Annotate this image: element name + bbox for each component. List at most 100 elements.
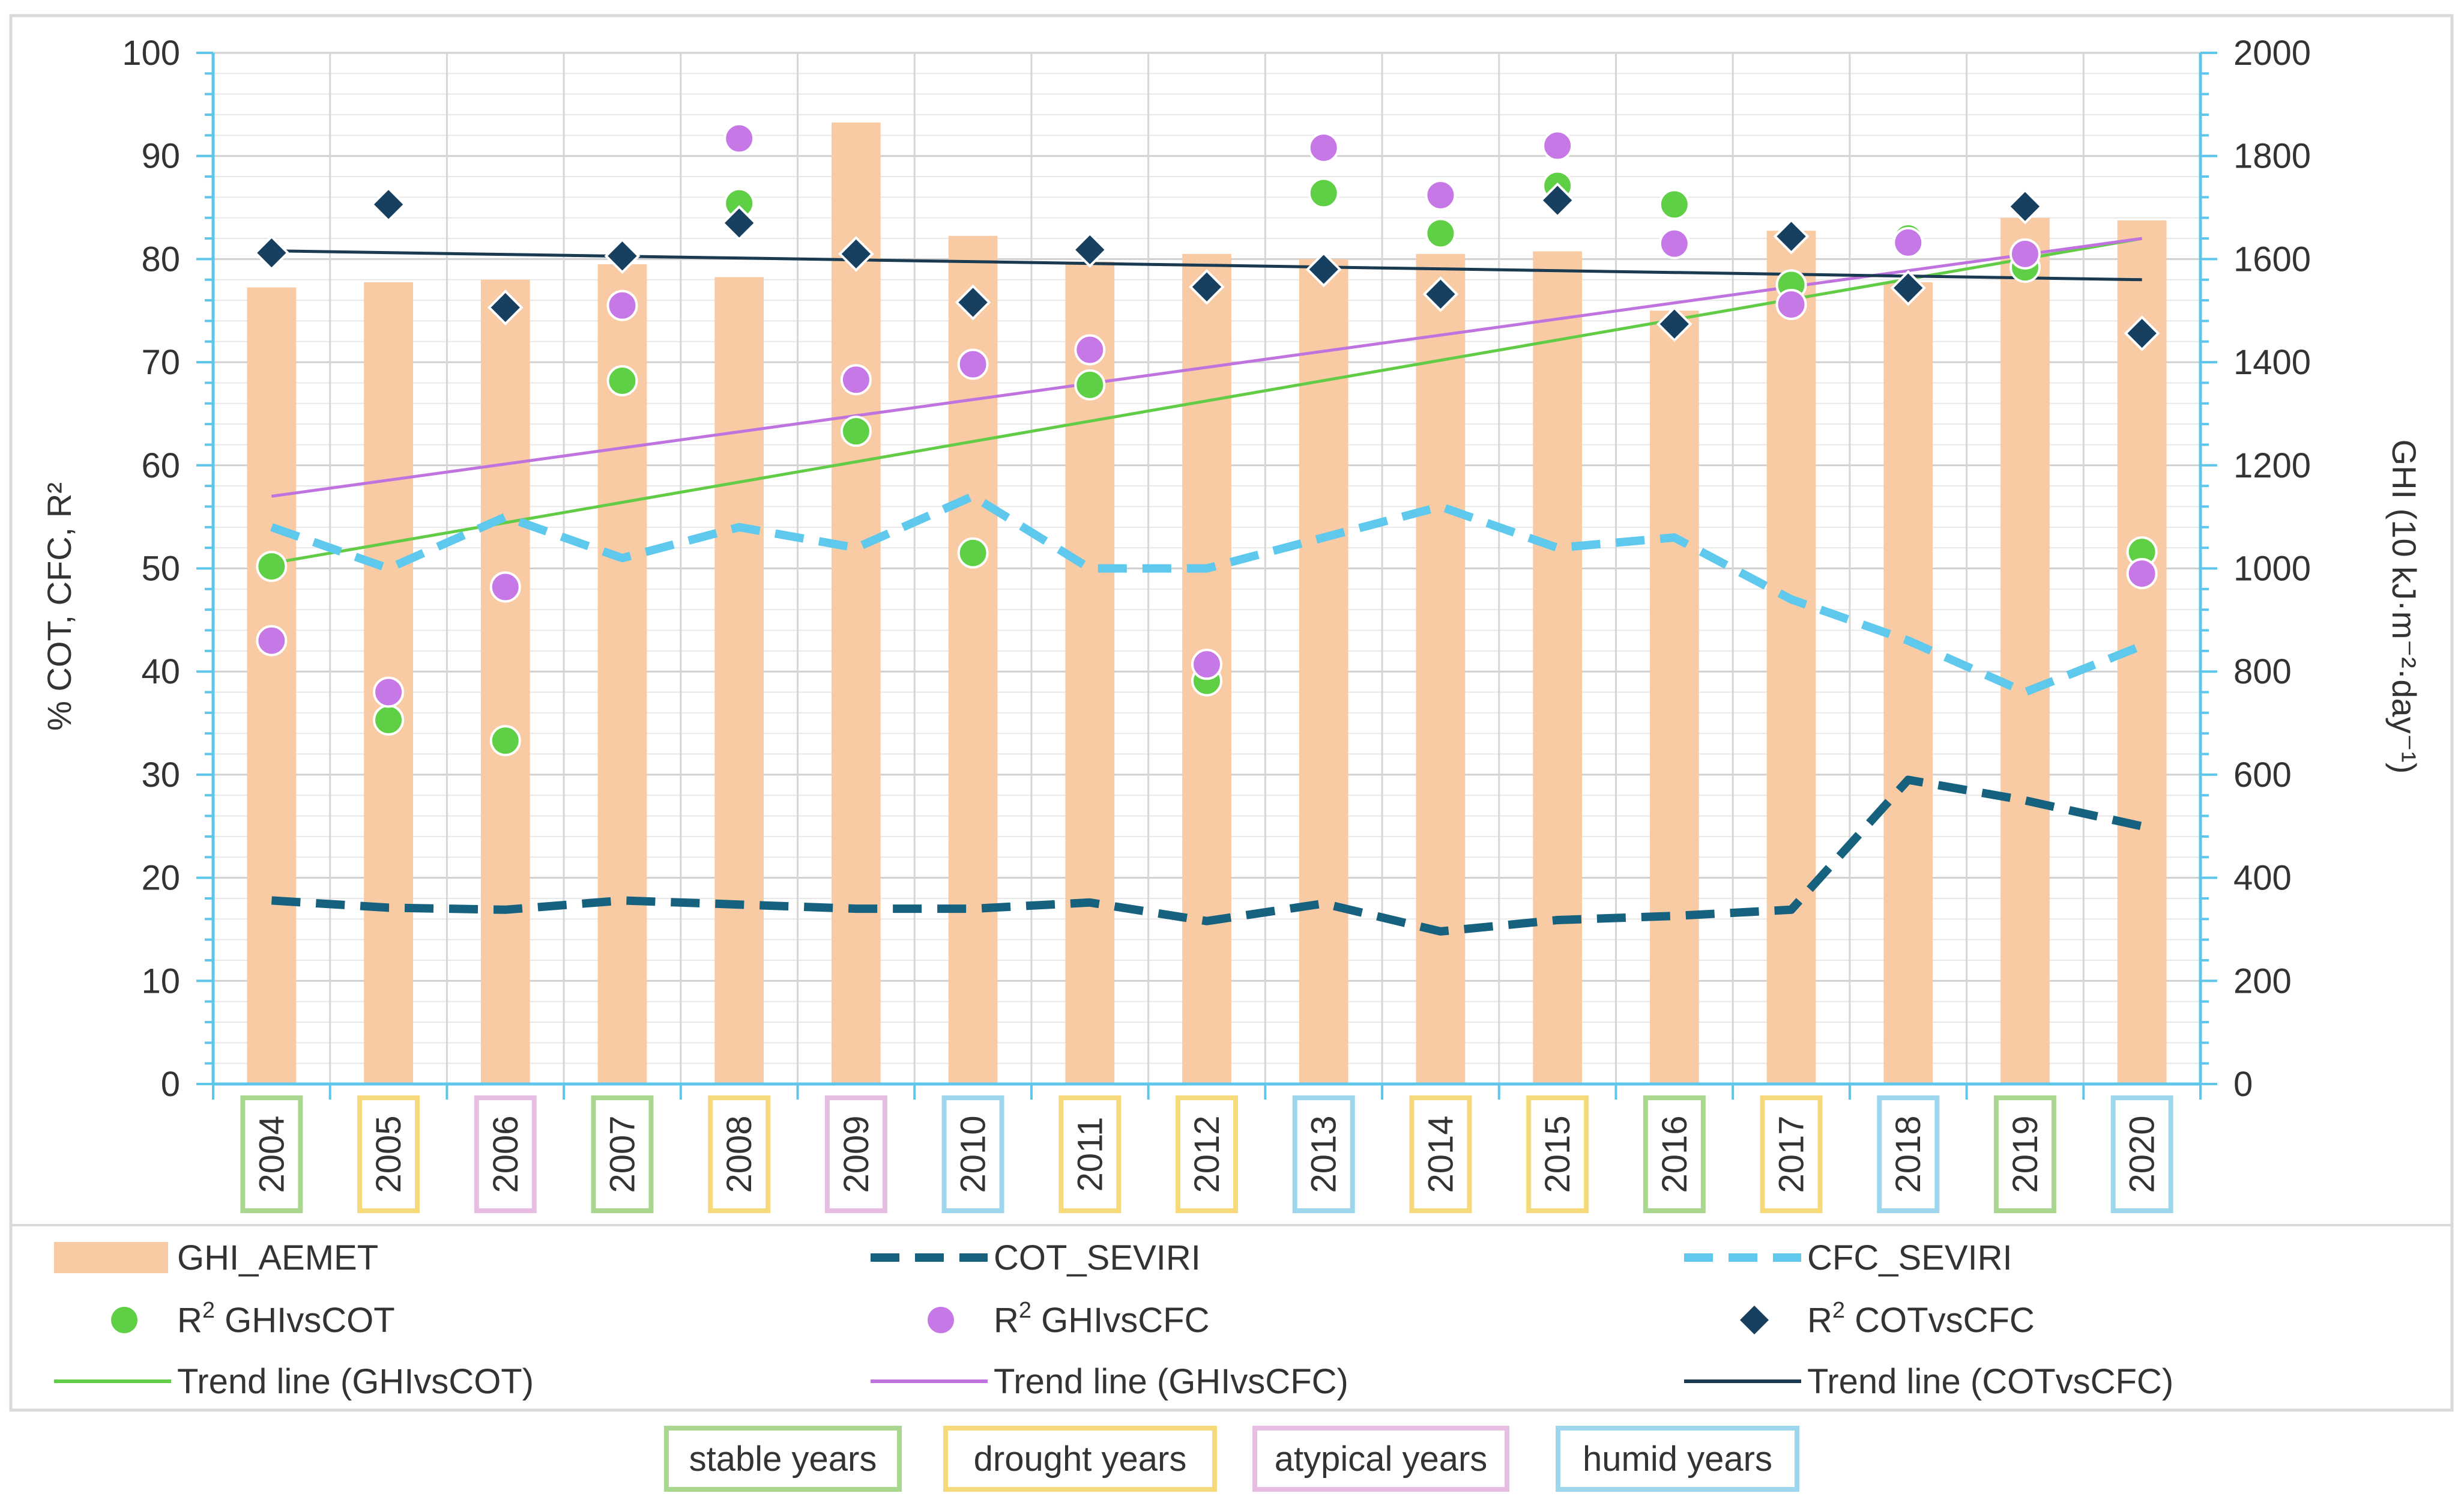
y-left-tick-label: 100 xyxy=(122,34,180,73)
year-label-2004: 2004 xyxy=(252,1115,291,1193)
year-label-2018: 2018 xyxy=(1889,1115,1928,1193)
year-label-2017: 2017 xyxy=(1772,1115,1811,1193)
group-box-stable xyxy=(664,1426,902,1492)
year-frame-2014 xyxy=(1409,1095,1472,1213)
year-frame-2012 xyxy=(1176,1095,1238,1213)
axes xyxy=(196,52,2217,1100)
marker-r2-ghivscfc-2013 xyxy=(1308,132,1339,163)
y-left-tick-label: 30 xyxy=(141,756,180,795)
y-right-tick-label: 600 xyxy=(2233,756,2292,795)
marker-r2-ghivscfc-2016 xyxy=(1658,228,1690,259)
marker-r2-ghivscfc-2012 xyxy=(1191,649,1222,680)
marker-r2-ghivscfc-2015 xyxy=(1542,130,1574,162)
legend-label-cot_seviri: COT_SEVIRI xyxy=(994,1238,1201,1277)
y-right-tick-label: 2000 xyxy=(2233,34,2311,73)
year-label-2013: 2013 xyxy=(1305,1115,1344,1193)
marker-r2-cotvscfc-2006 xyxy=(487,289,524,326)
year-label-2014: 2014 xyxy=(1421,1115,1460,1193)
group-label-atypical: atypical years xyxy=(1275,1440,1488,1479)
marker-r2-ghivscot-2005 xyxy=(373,704,405,736)
year-label-2006: 2006 xyxy=(486,1115,525,1193)
year-frame-2015 xyxy=(1526,1095,1589,1213)
marker-r2-cotvscfc-2010 xyxy=(955,284,991,321)
y-left-tick-label: 10 xyxy=(141,961,180,1001)
y-left-tick-label: 80 xyxy=(141,240,180,279)
y-left-tick-label: 20 xyxy=(141,859,180,898)
year-frame-2010 xyxy=(941,1095,1004,1213)
marker-r2-ghivscot-2011 xyxy=(1074,369,1106,401)
trend-line-ghivscfc xyxy=(271,237,2142,498)
bar-ghi-aemet-2019 xyxy=(2000,217,2050,1085)
legend-label-trend_ghivscot: Trend line (GHIvsCOT) xyxy=(177,1362,534,1401)
year-group-legend: stable years drought years atypical years h… xyxy=(664,1426,1799,1492)
year-frame-2011 xyxy=(1058,1095,1122,1213)
year-frame-2007 xyxy=(591,1095,654,1213)
y-left-axis-label: % COT, CFC, R² xyxy=(40,482,78,731)
legend: GHI_AEMET COT_SEVIRI CFC_SEVIRI R2 GHIvsCOT… xyxy=(12,1224,2451,1401)
marker-r2-ghivscot-2004 xyxy=(256,551,288,583)
y-right-axis-label: GHI (10 kJ·m⁻²·day⁻¹) xyxy=(2385,440,2423,774)
cfc-seviri-line xyxy=(270,492,2144,697)
marker-r2-cotvscfc-2020 xyxy=(2124,315,2160,351)
marker-r2-ghivscot-2007 xyxy=(606,365,638,397)
marker-r2-ghivscfc-2004 xyxy=(256,625,288,656)
year-frame-2008 xyxy=(708,1095,771,1213)
marker-r2-ghivscfc-2017 xyxy=(1775,288,1807,320)
marker-r2-cotvscfc-2019 xyxy=(2007,189,2043,225)
bar-ghi-aemet-2018 xyxy=(1883,282,1933,1085)
marker-r2-ghivscot-2006 xyxy=(489,725,521,757)
year-label-2010: 2010 xyxy=(954,1115,993,1193)
year-frame-2004 xyxy=(240,1095,303,1213)
marker-r2-cotvscfc-2015 xyxy=(1539,182,1575,219)
legend-swatch-r2_ghivscot xyxy=(111,1307,137,1333)
legend-label-r2_cotvscfc: R2 COTvsCFC xyxy=(1807,1298,2035,1340)
year-frame-2013 xyxy=(1292,1095,1355,1213)
y-right-tick-label: 200 xyxy=(2233,961,2292,1001)
legend-label-r2_ghivscot: R2 GHIvsCOT xyxy=(177,1298,395,1340)
y-right-tick-label: 400 xyxy=(2233,859,2292,898)
year-frame-2018 xyxy=(1877,1095,1940,1213)
y-right-tick-label: 1200 xyxy=(2233,446,2311,485)
marker-r2-ghivscfc-2019 xyxy=(2009,238,2041,270)
ghi-bars xyxy=(247,122,2167,1085)
year-label-2011: 2011 xyxy=(1070,1117,1110,1192)
y-left-tick-label: 60 xyxy=(141,446,180,485)
y-left-tick-label: 40 xyxy=(141,652,180,691)
y-left-tick-label: 50 xyxy=(141,550,180,589)
year-frame-2017 xyxy=(1760,1095,1823,1213)
marker-r2-ghivscfc-2011 xyxy=(1074,334,1106,366)
year-label-2016: 2016 xyxy=(1655,1115,1694,1193)
marker-r2-cotvscfc-2016 xyxy=(1656,306,1692,342)
marker-r2-ghivscfc-2018 xyxy=(1892,226,1924,258)
bar-ghi-aemet-2006 xyxy=(480,279,530,1084)
year-frame-2009 xyxy=(824,1095,887,1213)
marker-r2-cotvscfc-2014 xyxy=(1422,276,1459,312)
marker-r2-ghivscfc-2007 xyxy=(606,289,638,321)
y-right-tick-label: 1800 xyxy=(2233,137,2311,176)
group-label-stable: stable years xyxy=(689,1440,877,1479)
bar-ghi-aemet-2015 xyxy=(1533,251,1583,1085)
marker-r2-ghivscfc-2006 xyxy=(489,571,521,603)
year-label-2015: 2015 xyxy=(1538,1115,1577,1193)
year-label-2008: 2008 xyxy=(720,1115,759,1193)
year-frame-2020 xyxy=(2110,1095,2173,1213)
marker-r2-cotvscfc-2018 xyxy=(1890,270,1927,306)
marker-r2-cotvscfc-2008 xyxy=(721,205,758,241)
marker-r2-cotvscfc-2007 xyxy=(604,238,641,274)
marker-r2-cotvscfc-2017 xyxy=(1773,218,1810,255)
legend-swatch-ghi-aemet xyxy=(54,1242,168,1273)
year-label-2009: 2009 xyxy=(837,1115,876,1193)
legend-swatch-r2_cotvscfc xyxy=(1740,1306,1769,1334)
marker-r2-ghivscot-2014 xyxy=(1425,217,1457,249)
y-right-tick-label: 1000 xyxy=(2233,550,2311,589)
marker-r2-cotvscfc-2011 xyxy=(1072,232,1108,268)
year-label-2020: 2020 xyxy=(2123,1115,2162,1193)
group-box-atypical xyxy=(1252,1426,1509,1492)
year-frame-2016 xyxy=(1643,1095,1706,1213)
y-right-tick-label: 1600 xyxy=(2233,240,2311,279)
marker-r2-ghivscot-2016 xyxy=(1658,189,1690,220)
marker-r2-ghivscot-2010 xyxy=(957,537,989,569)
legend-label-r2_ghivscfc: R2 GHIvsCFC xyxy=(994,1298,1209,1340)
marker-r2-cotvscfc-2004 xyxy=(253,235,290,271)
